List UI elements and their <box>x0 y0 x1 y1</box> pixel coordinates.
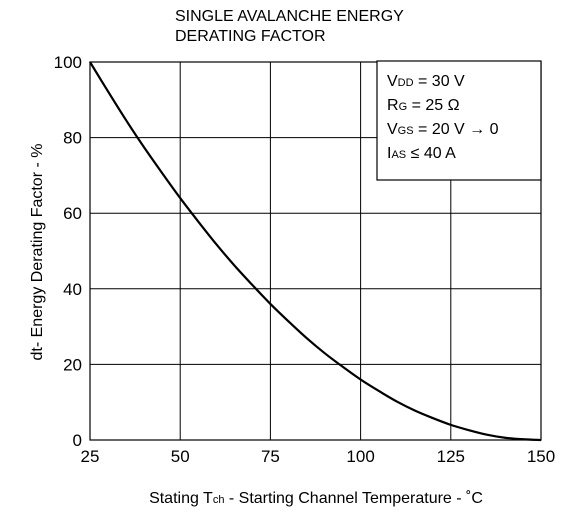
x-tick-label-3: 100 <box>346 447 374 466</box>
y-tick-label-1: 20 <box>63 355 82 374</box>
x-tick-label-4: 125 <box>437 447 465 466</box>
y-tick-label-2: 40 <box>63 280 82 299</box>
y-tick-label-3: 60 <box>63 204 82 223</box>
chart-title-line-1: SINGLE AVALANCHE ENERGY <box>175 8 404 25</box>
y-tick-labels: 0 20 40 60 80 100 <box>54 53 82 450</box>
annotation-rg: RG = 25 Ω <box>387 97 460 114</box>
annotation-frame <box>376 60 542 181</box>
plot-frame <box>89 61 542 441</box>
x-tick-label-0: 25 <box>81 447 100 466</box>
x-tick-label-1: 50 <box>171 447 190 466</box>
y-tick-label-5: 100 <box>54 53 82 72</box>
y-tick-label-4: 80 <box>63 129 82 148</box>
annotation-ias: IAS ≤ 40 A <box>387 145 456 162</box>
annotation-vgs: VGS = 20 V → 0 <box>387 121 499 138</box>
annotation-box: VDD = 30 V RG = 25 Ω VGS = 20 V → 0 IAS … <box>376 60 542 181</box>
chart-title-line-2: DERATING FACTOR <box>175 28 326 45</box>
x-tick-label-2: 75 <box>261 447 280 466</box>
y-axis-label: dt- Energy Derating Factor - % <box>29 144 46 361</box>
x-axis-label: Stating Tch - Starting Channel Temperatu… <box>149 490 483 507</box>
x-tick-labels: 25 50 75 100 125 150 <box>81 447 556 466</box>
x-tick-label-5: 150 <box>527 447 555 466</box>
derating-curve <box>89 61 542 442</box>
annotation-vdd: VDD = 30 V <box>387 73 465 90</box>
y-tick-label-0: 0 <box>73 431 82 450</box>
